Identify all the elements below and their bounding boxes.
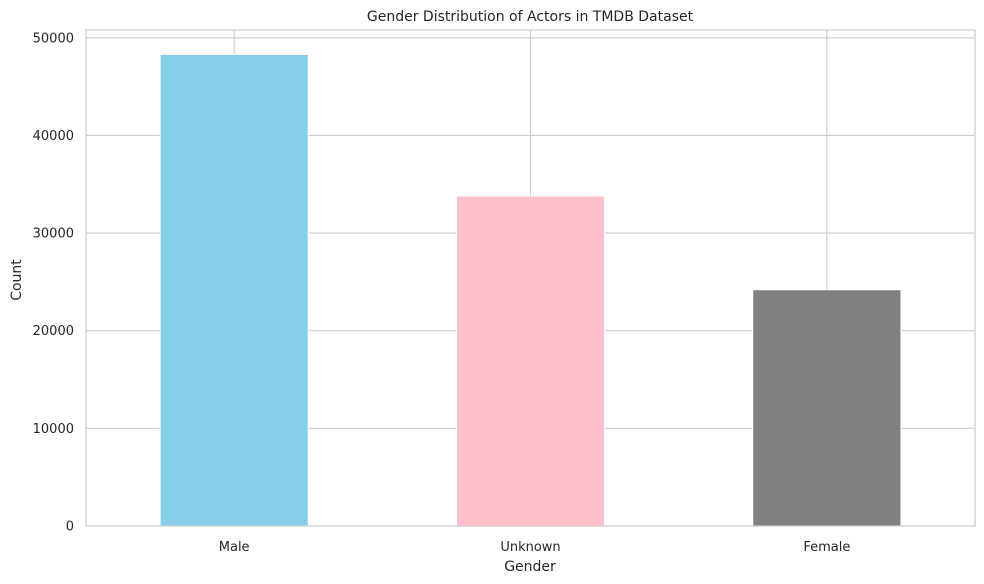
y-tick-label: 0 [66,520,74,535]
y-tick-label: 20000 [33,324,74,339]
bar-female [752,289,902,527]
y-tick-label: 40000 [33,129,74,144]
x-tick-label: Female [803,540,850,555]
x-tick-label: Male [219,540,250,555]
chart-title: Gender Distribution of Actors in TMDB Da… [367,9,694,25]
y-tick-label: 50000 [33,31,74,46]
x-axis-label: Gender [504,559,556,575]
y-axis-label: Count [9,259,25,301]
bars [159,53,902,527]
plot-area [85,29,976,527]
y-tick-labels: 0 10000 20000 30000 40000 50000 [33,31,74,534]
bar-unknown [455,195,606,527]
y-tick-label: 30000 [33,227,74,242]
plot-frame [85,29,976,527]
bar-male [159,53,309,527]
x-tick-label: Unknown [500,540,560,555]
y-tick-label: 10000 [33,422,74,437]
x-tick-labels: Male Unknown Female [219,540,851,555]
